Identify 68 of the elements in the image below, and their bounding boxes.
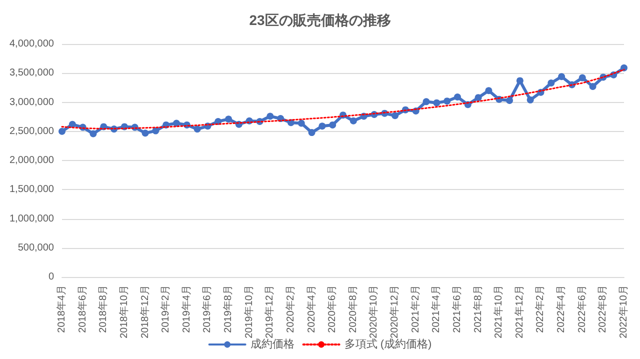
point bbox=[225, 116, 232, 123]
point bbox=[152, 127, 160, 134]
point bbox=[308, 129, 316, 136]
point bbox=[422, 98, 430, 106]
point bbox=[589, 83, 596, 90]
point bbox=[548, 80, 555, 87]
point bbox=[58, 128, 66, 135]
chart-title: 23区の販売価格の推移 bbox=[249, 12, 391, 28]
point bbox=[298, 120, 305, 127]
y-tick-label: 1,000,000 bbox=[10, 213, 54, 224]
y-tick-label: 1,500,000 bbox=[10, 184, 54, 196]
y-tick-label: 3,000,000 bbox=[10, 96, 54, 108]
x-tick-label: 2018年12月 bbox=[138, 285, 151, 338]
x-tick-label: 2022年8月 bbox=[596, 285, 609, 333]
x-tick-label: 2021年4月 bbox=[430, 285, 442, 333]
x-tick-label: 2021年8月 bbox=[472, 285, 484, 333]
point bbox=[558, 73, 566, 80]
point bbox=[350, 117, 357, 124]
x-tick-label: 2018年8月 bbox=[97, 285, 110, 333]
point bbox=[392, 112, 399, 120]
x-tick-label: 2022年10月 bbox=[618, 285, 630, 338]
x-tick-label: 2019年4月 bbox=[180, 285, 192, 333]
x-tick-label: 2019年10月 bbox=[242, 285, 255, 338]
x-tick-label: 2021年10月 bbox=[492, 285, 505, 338]
point bbox=[485, 87, 492, 94]
point bbox=[90, 130, 97, 138]
point bbox=[194, 126, 201, 133]
x-tick-label: 2021年12月 bbox=[513, 285, 526, 338]
x-tick-label: 2019年2月 bbox=[160, 285, 172, 333]
point bbox=[578, 74, 586, 82]
y-tick-label: 500,000 bbox=[18, 242, 54, 254]
x-tick-label: 2021年2月 bbox=[409, 285, 422, 333]
x-tick-label: 2019年12月 bbox=[264, 285, 276, 338]
point bbox=[506, 97, 514, 104]
point bbox=[433, 99, 440, 106]
x-tick-label: 2020年6月 bbox=[326, 285, 338, 333]
point bbox=[454, 94, 461, 101]
legend-label: 多項式 (成約価格) bbox=[344, 338, 432, 350]
y-tick-label: 4,000,000 bbox=[10, 38, 54, 50]
x-tick-label: 2022年2月 bbox=[534, 285, 546, 333]
x-tick-label: 2019年8月 bbox=[222, 285, 234, 333]
point bbox=[526, 96, 534, 104]
x-tick-label: 2020年8月 bbox=[346, 285, 359, 333]
point bbox=[172, 120, 180, 127]
x-tick-label: 2022年6月 bbox=[576, 285, 588, 333]
point bbox=[266, 112, 274, 120]
y-tick-label: 0 bbox=[48, 272, 54, 282]
x-tick-label: 2022年4月 bbox=[555, 285, 568, 333]
x-tick-label: 2020年10月 bbox=[368, 285, 380, 338]
x-tick-label: 2020年2月 bbox=[284, 285, 296, 333]
point bbox=[474, 94, 482, 102]
x-tick-label: 2020年4月 bbox=[305, 285, 318, 333]
x-tick-label: 2021年6月 bbox=[450, 285, 463, 333]
x-tick-label: 2020年12月 bbox=[388, 285, 401, 338]
point bbox=[68, 120, 76, 128]
legend-label: 成約価格 bbox=[250, 338, 294, 350]
point bbox=[329, 121, 336, 128]
y-tick-label: 2,000,000 bbox=[10, 155, 54, 166]
x-tick-label: 2018年6月 bbox=[76, 285, 88, 333]
x-tick-label: 2018年4月 bbox=[56, 285, 68, 333]
y-tick-label: 2,500,000 bbox=[10, 126, 54, 137]
point bbox=[516, 77, 524, 84]
point bbox=[142, 130, 149, 137]
point bbox=[444, 98, 451, 105]
y-tick-label: 3,500,000 bbox=[10, 68, 54, 79]
x-tick-label: 2018年10月 bbox=[118, 285, 130, 338]
point bbox=[318, 122, 326, 130]
x-tick-label: 2019年6月 bbox=[201, 285, 214, 333]
